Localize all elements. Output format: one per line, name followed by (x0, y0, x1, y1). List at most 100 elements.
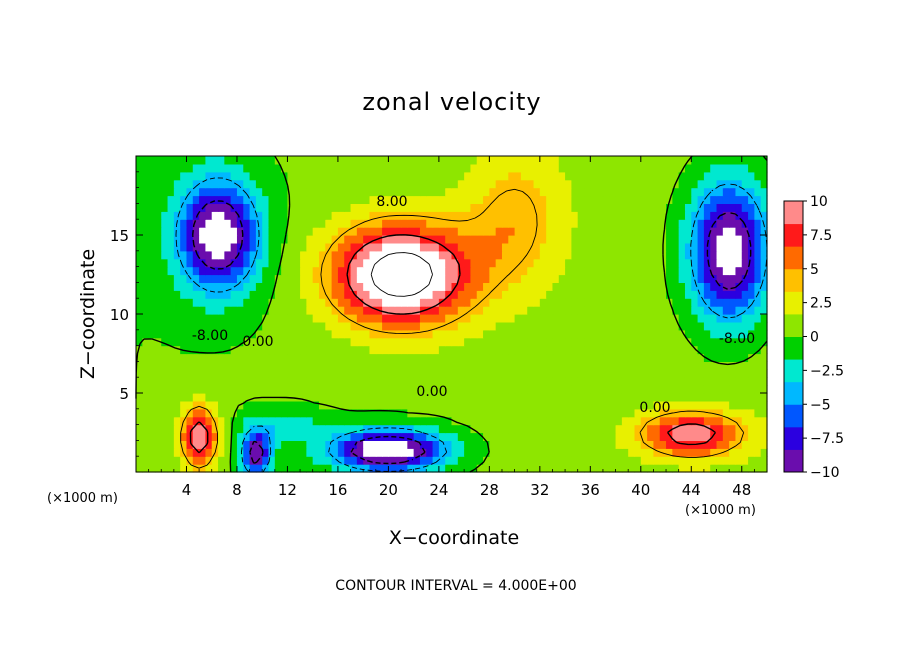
heatmap-cell (464, 393, 472, 402)
heatmap-cell (672, 235, 680, 244)
heatmap-cell (716, 266, 724, 276)
heatmap-cell (142, 290, 150, 299)
heatmap-cell (312, 242, 320, 252)
heatmap-cell (186, 156, 194, 165)
heatmap-cell (331, 187, 339, 197)
heatmap-cell (634, 361, 642, 370)
heatmap-cell (609, 187, 617, 197)
heatmap-cell (148, 179, 156, 189)
heatmap-cell (413, 290, 421, 299)
x-tick-label: 44 (682, 481, 701, 499)
heatmap-cell (684, 329, 692, 339)
heatmap-cell (356, 242, 364, 252)
heatmap-cell (678, 400, 686, 410)
heatmap-cell (243, 156, 251, 165)
heatmap-cell (350, 400, 358, 410)
heatmap-cell (590, 290, 598, 299)
heatmap-cell (375, 321, 383, 331)
heatmap-cell (609, 424, 617, 434)
heatmap-cell (501, 171, 509, 181)
heatmap-cell (356, 290, 364, 299)
heatmap-cell (520, 456, 528, 465)
heatmap-cell (621, 306, 629, 315)
heatmap-cell (306, 345, 314, 355)
heatmap-cell (703, 211, 711, 220)
heatmap-cell (483, 377, 490, 386)
heatmap-cell (514, 235, 522, 244)
heatmap-cell (590, 385, 598, 394)
heatmap-cell (300, 163, 307, 173)
heatmap-cell (230, 393, 238, 402)
heatmap-cell (199, 440, 207, 449)
heatmap-cell (590, 306, 598, 315)
heatmap-cell (401, 393, 408, 402)
heatmap-cell (672, 250, 680, 260)
heatmap-cell (413, 314, 421, 323)
heatmap-cell (470, 242, 478, 252)
heatmap-cell (470, 321, 478, 331)
heatmap-cell (729, 195, 737, 204)
heatmap-cell (192, 456, 200, 465)
heatmap-cell (281, 195, 289, 204)
heatmap-cell (180, 163, 188, 173)
heatmap-cell (154, 195, 162, 204)
heatmap-cell (192, 179, 200, 189)
heatmap-cell (161, 250, 169, 260)
heatmap-cell (691, 235, 699, 244)
heatmap-cell (243, 393, 251, 402)
heatmap-cell (621, 337, 629, 347)
heatmap-cell (584, 361, 591, 370)
heatmap-cell (243, 187, 251, 197)
heatmap-cell (224, 290, 232, 299)
heatmap-cell (565, 361, 572, 370)
heatmap-cell (741, 353, 749, 362)
heatmap-cell (716, 321, 724, 331)
heatmap-cell (552, 163, 560, 173)
heatmap-cell (325, 416, 333, 426)
heatmap-cell (729, 211, 737, 220)
heatmap-cell (659, 290, 667, 299)
heatmap-cell (464, 314, 472, 323)
heatmap-cell (539, 195, 547, 204)
heatmap-cell (318, 377, 326, 386)
heatmap-cell (262, 400, 270, 410)
heatmap-cell (615, 424, 623, 434)
heatmap-cell (142, 400, 150, 410)
heatmap-cell (602, 274, 610, 283)
heatmap-cell (205, 385, 213, 394)
heatmap-cell (552, 274, 560, 283)
heatmap-cell (167, 227, 175, 236)
heatmap-cell (533, 377, 541, 386)
heatmap-cell (483, 337, 490, 347)
heatmap-cell (186, 456, 194, 465)
heatmap-cell (565, 219, 572, 228)
heatmap-cell (306, 353, 314, 362)
colorbar-swatch (784, 404, 803, 428)
heatmap-cell (735, 266, 743, 276)
heatmap-cell (621, 353, 629, 362)
heatmap-cell (205, 337, 213, 347)
heatmap-cell (293, 416, 301, 426)
heatmap-cell (192, 235, 200, 244)
heatmap-cell (760, 163, 768, 173)
heatmap-cell (419, 242, 427, 252)
heatmap-cell (634, 353, 642, 362)
heatmap-cell (136, 242, 143, 252)
heatmap-cell (539, 361, 547, 370)
heatmap-cell (438, 329, 446, 339)
heatmap-cell (653, 408, 661, 418)
heatmap-cell (716, 353, 724, 362)
heatmap-cell (722, 156, 730, 165)
heatmap-cell (180, 353, 188, 362)
heatmap-cell (653, 377, 661, 386)
heatmap-cell (142, 361, 150, 370)
heatmap-cell (716, 219, 724, 228)
heatmap-cell (716, 282, 724, 291)
heatmap-cell (602, 361, 610, 370)
heatmap-cell (375, 329, 383, 339)
heatmap-cell (691, 195, 699, 204)
heatmap-cell (552, 250, 560, 260)
heatmap-cell (243, 456, 251, 465)
heatmap-cell (262, 282, 270, 291)
heatmap-cell (432, 274, 440, 283)
